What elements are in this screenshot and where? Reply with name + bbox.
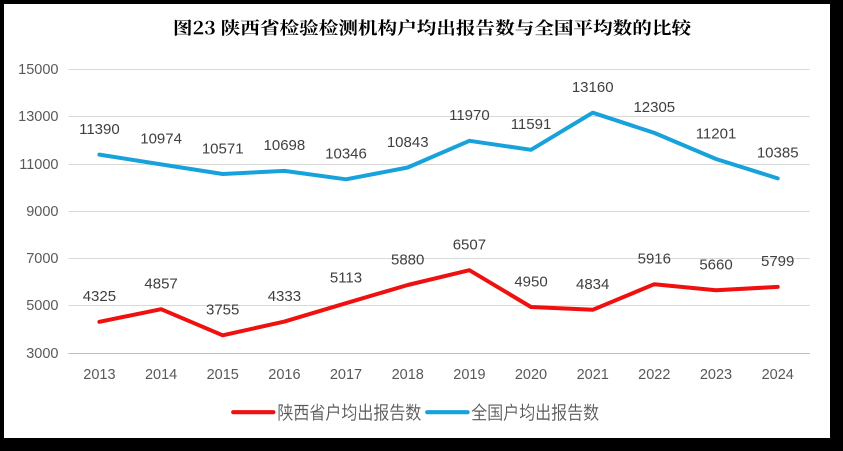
svg-text:9000: 9000 <box>26 204 58 220</box>
svg-text:6507: 6507 <box>453 237 486 254</box>
svg-text:2018: 2018 <box>392 367 424 383</box>
svg-text:4950: 4950 <box>514 273 547 290</box>
svg-text:4325: 4325 <box>83 288 116 305</box>
svg-text:5113: 5113 <box>330 270 362 287</box>
svg-text:11201: 11201 <box>696 125 737 142</box>
svg-text:2013: 2013 <box>83 367 115 383</box>
svg-text:12305: 12305 <box>633 99 675 116</box>
svg-text:3000: 3000 <box>26 346 58 362</box>
svg-text:5916: 5916 <box>638 251 671 268</box>
svg-text:4333: 4333 <box>268 288 301 305</box>
svg-text:11591: 11591 <box>511 116 552 133</box>
svg-text:5660: 5660 <box>699 257 732 274</box>
svg-text:2016: 2016 <box>268 367 300 383</box>
svg-text:4834: 4834 <box>576 276 609 293</box>
svg-text:7000: 7000 <box>26 251 58 267</box>
svg-text:2015: 2015 <box>207 367 239 383</box>
svg-text:2014: 2014 <box>145 367 177 383</box>
svg-text:2024: 2024 <box>762 367 794 383</box>
svg-text:10346: 10346 <box>325 146 367 163</box>
svg-text:2017: 2017 <box>330 367 362 383</box>
svg-text:13160: 13160 <box>572 79 614 96</box>
svg-text:11390: 11390 <box>79 121 120 138</box>
svg-text:2023: 2023 <box>700 367 732 383</box>
svg-text:2022: 2022 <box>638 367 670 383</box>
svg-text:3755: 3755 <box>206 302 239 319</box>
svg-text:11000: 11000 <box>19 157 58 173</box>
svg-text:2019: 2019 <box>453 367 485 383</box>
svg-text:5880: 5880 <box>391 251 424 268</box>
svg-text:10385: 10385 <box>757 145 799 162</box>
svg-text:2020: 2020 <box>515 367 547 383</box>
svg-text:11970: 11970 <box>449 107 490 124</box>
svg-text:10974: 10974 <box>140 131 182 148</box>
svg-text:15000: 15000 <box>18 62 58 78</box>
svg-text:5799: 5799 <box>761 253 794 270</box>
svg-text:5000: 5000 <box>26 298 58 314</box>
svg-text:13000: 13000 <box>18 109 58 125</box>
svg-text:2021: 2021 <box>577 367 609 383</box>
svg-text:10571: 10571 <box>202 140 244 157</box>
svg-text:10698: 10698 <box>264 137 306 154</box>
svg-text:4857: 4857 <box>144 276 177 293</box>
svg-text:10843: 10843 <box>387 134 429 151</box>
